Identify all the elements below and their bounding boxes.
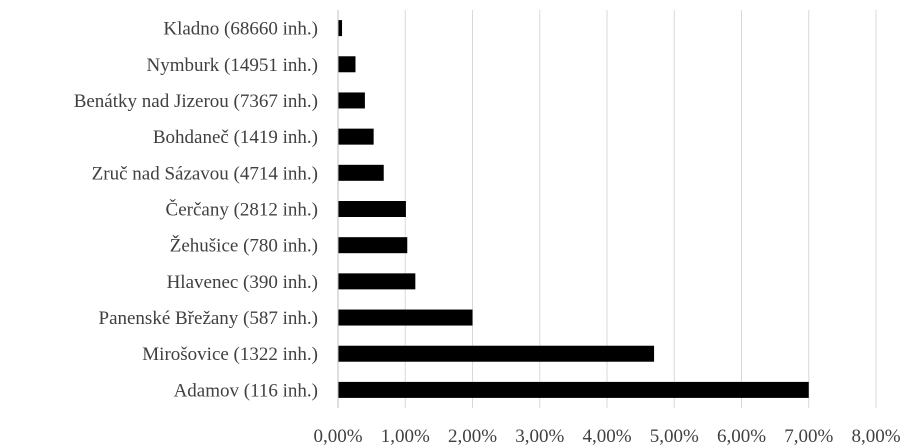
category-label: Žehušice (780 inh.) (170, 235, 318, 257)
bar (338, 309, 473, 326)
bar (338, 20, 343, 37)
bar (338, 56, 356, 73)
category-label: Zruč nad Sázavou (4714 inh.) (92, 163, 318, 184)
bar (338, 381, 809, 398)
category-label: Mirošovice (1322 inh.) (142, 344, 318, 365)
bar (338, 345, 655, 362)
category-label: Čerčany (2812 inh.) (166, 199, 318, 221)
x-tick-label: 1,00% (381, 426, 430, 447)
x-tick-label: 0,00% (313, 426, 362, 447)
x-tick-label: 4,00% (582, 426, 631, 447)
category-label: Benátky nad Jizerou (7367 inh.) (74, 91, 318, 112)
bar (338, 237, 408, 254)
category-label: Adamov (116 inh.) (174, 380, 318, 401)
x-tick-label: 3,00% (515, 426, 564, 447)
category-label: Bohdaneč (1419 inh.) (153, 127, 318, 148)
category-label: Nymburk (14951 inh.) (146, 55, 318, 76)
x-tick-label: 7,00% (784, 426, 833, 447)
bar (338, 128, 374, 145)
bar (338, 92, 365, 109)
x-tick-labels: 0,00% 1,00% 2,00% 3,00% 4,00% 5,00% 6,00% 7,00%… (313, 426, 900, 447)
category-labels: Adamov (116 inh.) Mirošovice (1322 inh.) P… (74, 19, 318, 402)
bar (338, 273, 416, 290)
gridlines (404, 10, 877, 408)
category-label: Hlavenec (390 inh.) (167, 272, 318, 293)
bars (338, 20, 809, 398)
category-label: Panenské Břežany (587 inh.) (99, 308, 319, 329)
x-tick-label: 5,00% (650, 426, 699, 447)
bar (338, 201, 406, 217)
x-tick-label: 6,00% (717, 426, 766, 447)
category-label: Kladno (68660 inh.) (163, 19, 318, 40)
bar (338, 164, 384, 181)
x-tick-label: 2,00% (448, 426, 497, 447)
x-tick-label: 8,00% (851, 426, 900, 447)
